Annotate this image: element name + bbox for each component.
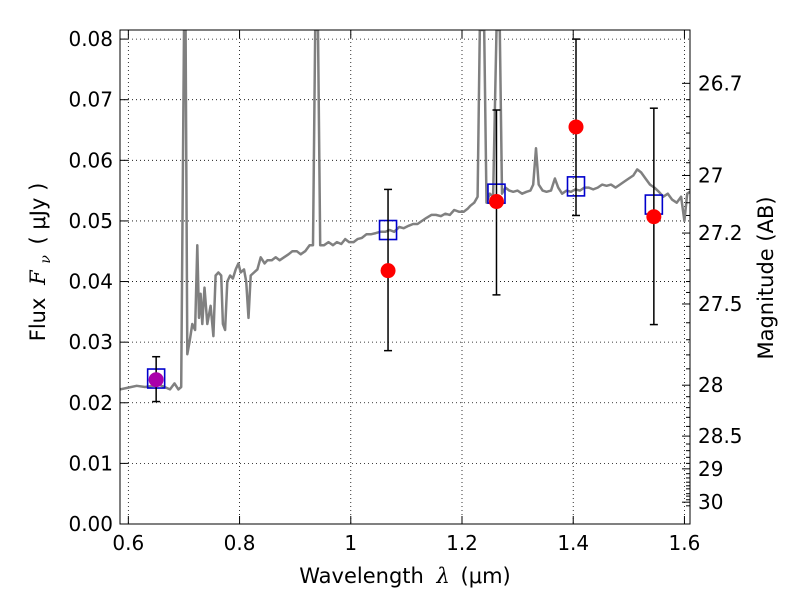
y2-tick-label: 27.5 <box>698 292 743 316</box>
y2-axis-label: Magnitude (AB) <box>754 196 778 359</box>
x-axis-label: Wavelength λ (μm) <box>299 564 510 588</box>
x-tick-label: 0.6 <box>112 531 144 555</box>
observed-flux-point <box>488 194 504 210</box>
y-axis-label: Flux F ν ( μJy ) <box>26 183 55 342</box>
observed-flux-point <box>646 209 662 225</box>
y-tick-label: 0.06 <box>68 148 113 172</box>
spectrum-line <box>120 30 690 391</box>
y2-tick-label: 29 <box>698 457 723 481</box>
y-tick-label: 0.07 <box>68 88 113 112</box>
y-tick-label: 0.01 <box>68 451 113 475</box>
y-tick-label: 0.05 <box>68 209 113 233</box>
plot-area <box>120 30 690 524</box>
x-tick-label: 0.8 <box>224 531 256 555</box>
observed-flux-point <box>380 263 396 279</box>
y2-tick-label: 30 <box>698 490 723 514</box>
y2-tick-label: 28 <box>698 373 723 397</box>
y-tick-label: 0.04 <box>68 270 113 294</box>
data-layer <box>120 30 690 391</box>
observed-flux-point <box>568 119 584 135</box>
x-tick-label: 1.2 <box>446 531 478 555</box>
y2-tick-label: 26.7 <box>698 71 743 95</box>
y2-tick-label: 27.2 <box>698 221 743 245</box>
observed-flux-point <box>148 372 164 388</box>
y2-tick-label: 27 <box>698 163 723 187</box>
x-tick-label: 1.4 <box>557 531 589 555</box>
y-tick-label: 0.00 <box>68 512 113 536</box>
x-tick-label: 1.6 <box>669 531 701 555</box>
x-tick-label: 1 <box>344 531 357 555</box>
axis-ticks: 0.6 0.8 1 1.2 1.4 1.6 0.00 0.01 0.02 0.03 0.04 0.05… <box>68 27 742 555</box>
y-tick-label: 0.02 <box>68 391 113 415</box>
y2-tick-label: 28.5 <box>698 424 743 448</box>
plot-frame <box>119 29 691 525</box>
y-tick-label: 0.08 <box>68 27 113 51</box>
y-tick-label: 0.03 <box>68 330 113 354</box>
